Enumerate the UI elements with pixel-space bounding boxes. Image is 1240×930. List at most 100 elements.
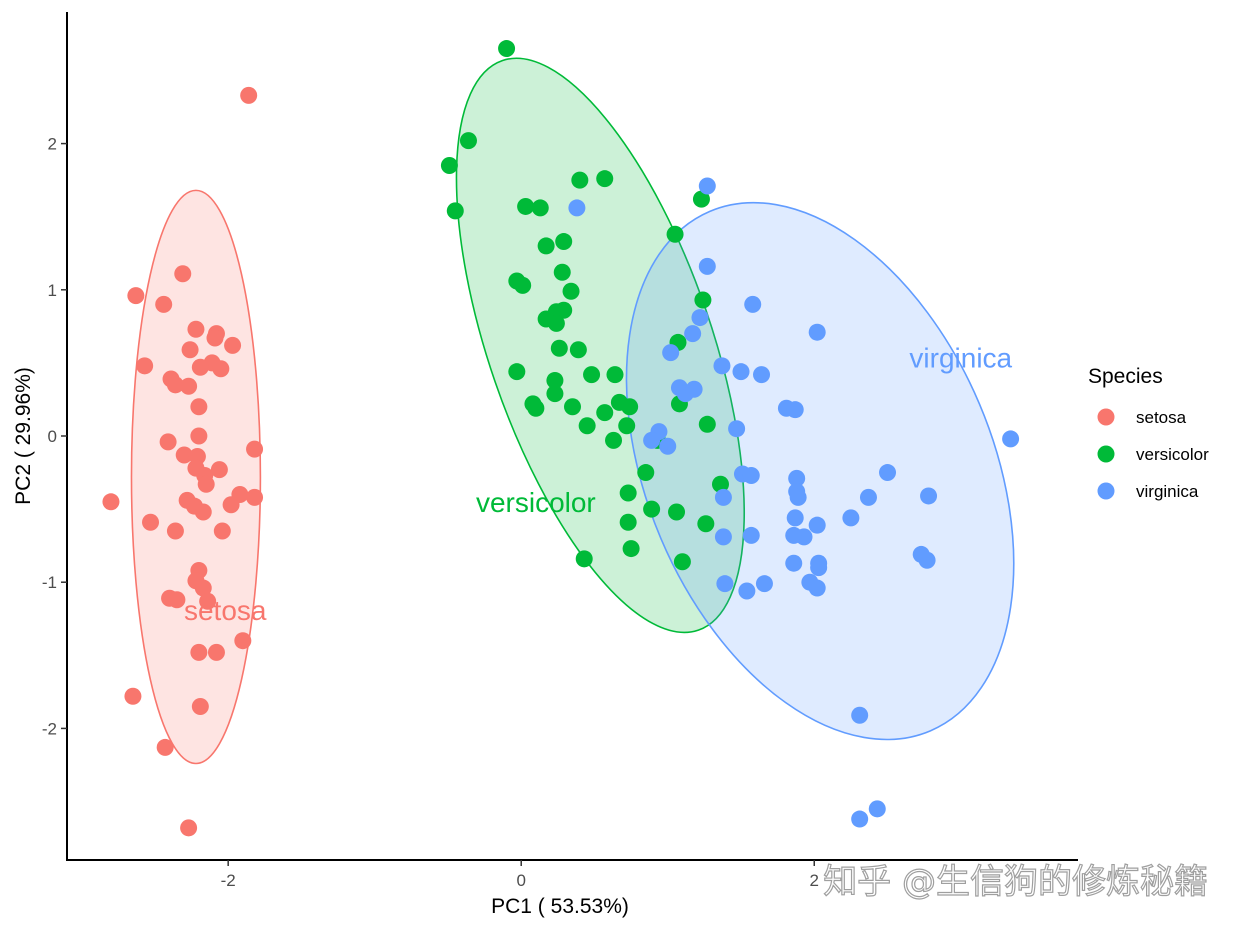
point-versicolor: [621, 398, 639, 416]
point-setosa: [136, 357, 154, 375]
point-virginica: [879, 464, 897, 482]
point-setosa: [191, 697, 209, 715]
point-virginica: [691, 309, 709, 327]
point-setosa: [190, 427, 208, 445]
point-setosa: [180, 819, 198, 837]
legend-key-virginica: [1097, 482, 1115, 500]
point-versicolor: [498, 40, 516, 58]
y-axis-title: PC2 ( 29.96%): [12, 367, 35, 505]
point-versicolor: [583, 366, 601, 384]
legend-label-virginica: virginica: [1136, 482, 1199, 501]
point-virginica: [714, 528, 732, 546]
point-versicolor: [553, 263, 571, 281]
x-tick-label: 0: [516, 871, 525, 890]
point-virginica: [698, 177, 716, 195]
point-virginica: [568, 199, 586, 217]
watermark-text: 知乎 @生信狗的修炼秘籍: [823, 862, 1208, 902]
point-virginica: [785, 554, 803, 572]
point-virginica: [685, 380, 703, 398]
point-virginica: [714, 488, 732, 506]
point-versicolor: [698, 415, 716, 433]
point-versicolor: [569, 341, 587, 359]
point-setosa: [142, 513, 160, 531]
point-versicolor: [546, 371, 564, 389]
point-setosa: [127, 287, 145, 305]
point-versicolor: [514, 276, 532, 294]
point-virginica: [742, 466, 760, 484]
point-virginica: [808, 579, 826, 597]
point-setosa: [187, 320, 205, 338]
group-labels: setosa versicolor virginica: [184, 342, 1013, 626]
point-versicolor: [668, 503, 686, 521]
data-points: [102, 40, 1020, 837]
point-virginica: [920, 487, 938, 505]
legend: Species setosa versicolor virginica: [1088, 365, 1209, 501]
x-axis-title: PC1 ( 53.53%): [491, 895, 629, 918]
point-setosa: [207, 643, 225, 661]
point-virginica: [789, 488, 807, 506]
point-setosa: [194, 503, 212, 521]
point-setosa: [102, 493, 120, 511]
ellipse-setosa: [130, 189, 262, 765]
point-versicolor: [508, 363, 526, 381]
point-virginica: [795, 528, 813, 546]
point-versicolor: [531, 199, 549, 217]
point-versicolor: [619, 513, 637, 531]
legend-label-versicolor: versicolor: [1136, 445, 1209, 464]
point-versicolor: [578, 417, 596, 435]
point-versicolor: [666, 225, 684, 243]
point-versicolor: [571, 171, 589, 189]
point-versicolor: [673, 553, 691, 571]
point-versicolor: [711, 475, 729, 493]
point-versicolor: [605, 431, 623, 449]
point-virginica: [684, 325, 702, 343]
ellipse-virginica: [625, 201, 1015, 741]
point-setosa: [246, 488, 264, 506]
point-versicolor: [527, 399, 545, 417]
y-tick-label: 2: [48, 135, 57, 154]
point-versicolor: [547, 314, 565, 332]
point-versicolor: [446, 202, 464, 220]
point-setosa: [212, 360, 230, 378]
point-virginica: [808, 323, 826, 341]
point-virginica: [732, 363, 750, 381]
point-virginica: [716, 575, 734, 593]
point-setosa: [168, 591, 186, 609]
point-virginica: [868, 800, 886, 818]
point-virginica: [842, 509, 860, 527]
point-virginica: [786, 509, 804, 527]
point-virginica: [662, 344, 680, 362]
point-versicolor: [619, 484, 637, 502]
legend-key-setosa: [1097, 408, 1115, 426]
point-setosa: [180, 377, 198, 395]
point-versicolor: [546, 385, 564, 403]
point-virginica: [755, 575, 773, 593]
point-setosa: [181, 341, 199, 359]
y-tick-label: 0: [48, 427, 57, 446]
group-label-setosa: setosa: [184, 595, 267, 626]
point-virginica: [851, 706, 869, 724]
point-versicolor: [697, 515, 715, 533]
point-versicolor: [440, 157, 458, 175]
point-versicolor: [694, 291, 712, 309]
point-virginica: [738, 582, 756, 600]
legend-title: Species: [1088, 365, 1163, 388]
y-tick-label: 1: [48, 281, 57, 300]
point-setosa: [159, 433, 177, 451]
legend-key-versicolor: [1097, 445, 1115, 463]
point-setosa: [194, 579, 212, 597]
point-setosa: [166, 376, 184, 394]
axis-ticks: -2 0 2 -2 -1 0 1 2: [42, 135, 819, 890]
point-versicolor: [618, 417, 636, 435]
point-setosa: [191, 358, 209, 376]
point-setosa: [190, 643, 208, 661]
point-setosa: [197, 475, 215, 493]
point-setosa: [166, 522, 184, 540]
point-virginica: [659, 437, 677, 455]
point-virginica: [859, 488, 877, 506]
point-virginica: [728, 420, 746, 438]
point-virginica: [918, 551, 936, 569]
x-tick-label: 2: [810, 871, 819, 890]
point-virginica: [810, 559, 828, 577]
